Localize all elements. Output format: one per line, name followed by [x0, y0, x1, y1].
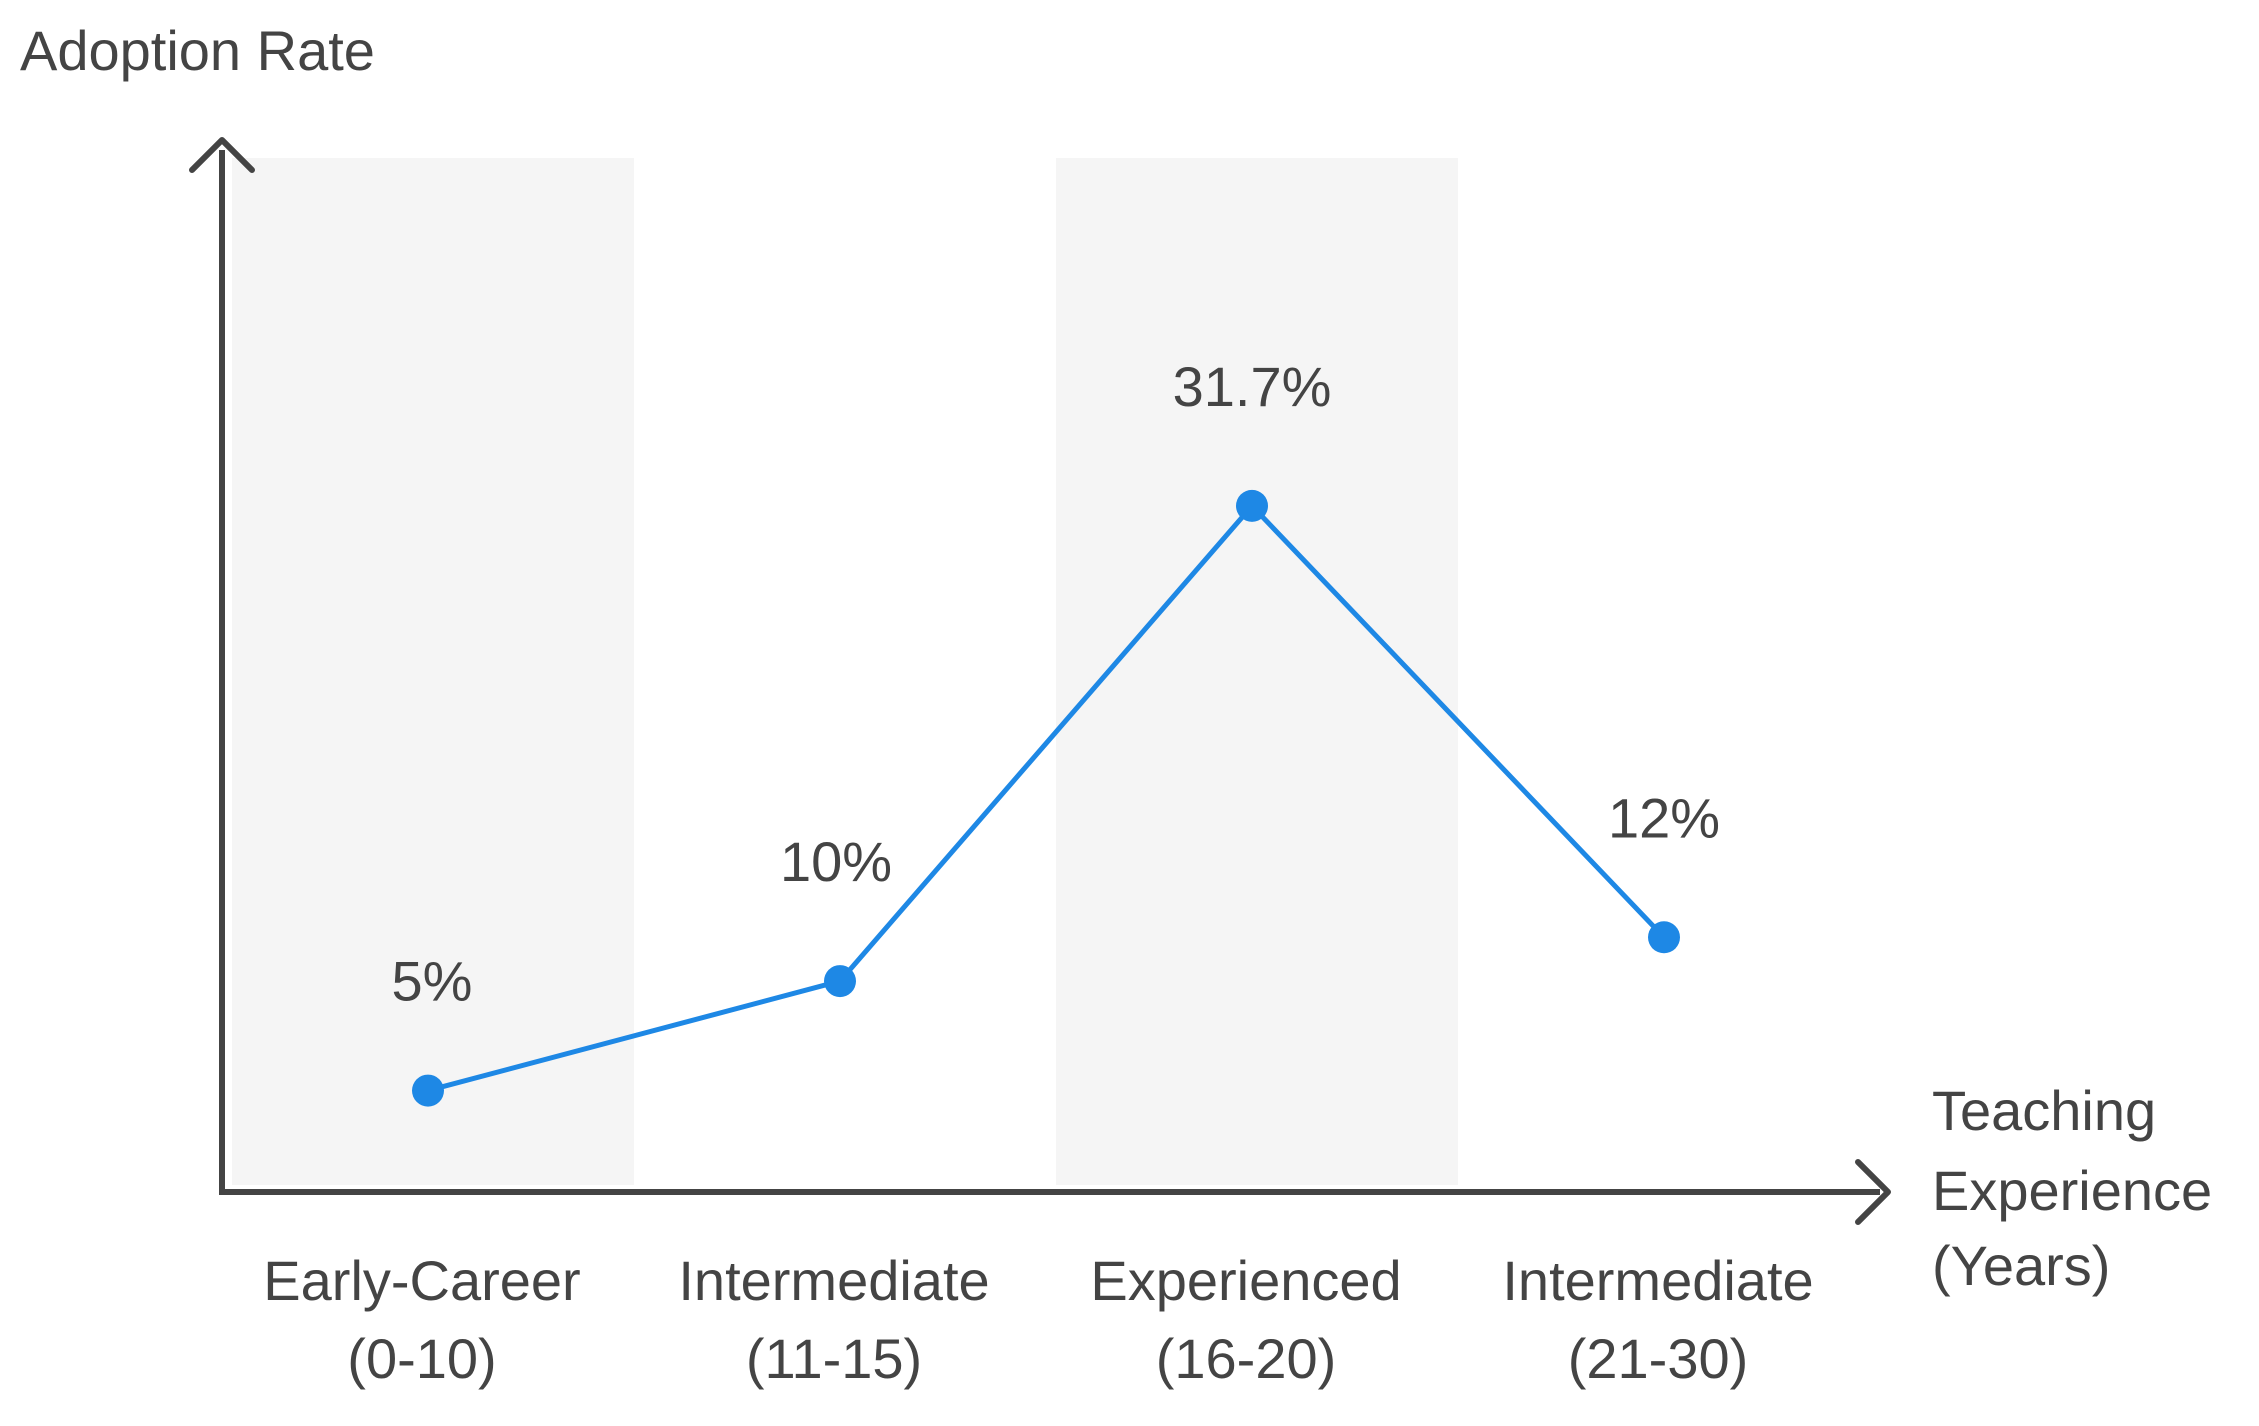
x-axis-title-line-1: Teaching [1932, 1079, 2156, 1142]
data-point-3 [1648, 921, 1680, 954]
data-label-1: 10% [780, 830, 892, 893]
x-axis-arrow [1855, 1159, 1891, 1225]
x-tick-label-3-line-2: (21-30) [1568, 1327, 1749, 1390]
x-tick-label-2-line-1: Experienced [1090, 1249, 1401, 1312]
band-2 [1056, 158, 1458, 1185]
axes [189, 137, 1891, 1225]
background-bands [232, 158, 1458, 1185]
data-point-2 [1236, 489, 1268, 522]
data-points [412, 489, 1680, 1107]
data-label-2: 31.7% [1173, 355, 1332, 418]
x-tick-label-0-line-2: (0-10) [347, 1327, 496, 1390]
band-0 [232, 158, 634, 1185]
x-tick-label-1-line-2: (11-15) [746, 1327, 922, 1390]
x-tick-label-2-line-2: (16-20) [1156, 1327, 1337, 1390]
data-point-1 [824, 965, 856, 998]
x-tick-label-1-line-1: Intermediate [678, 1249, 989, 1312]
x-axis-title-line-2: Experience [1932, 1159, 2212, 1222]
x-axis-title-line-3: (Years) [1932, 1234, 2110, 1297]
y-axis-arrow [189, 137, 255, 173]
x-tick-label-3-line-1: Intermediate [1502, 1249, 1813, 1312]
data-label-0: 5% [392, 950, 473, 1013]
y-axis-title: Adoption Rate [20, 19, 375, 82]
x-tick-labels: Early-Career (0-10) Intermediate (11-15) Exp… [263, 1249, 1813, 1390]
x-tick-label-0-line-1: Early-Career [263, 1249, 580, 1312]
data-label-3: 12% [1608, 786, 1720, 849]
data-point-0 [412, 1074, 444, 1107]
series-line [427, 503, 1666, 1094]
x-axis-title: Teaching Experience (Years) [1932, 1079, 2228, 1297]
data-labels: 5% 10% 31.7% 12% [392, 355, 1721, 1013]
